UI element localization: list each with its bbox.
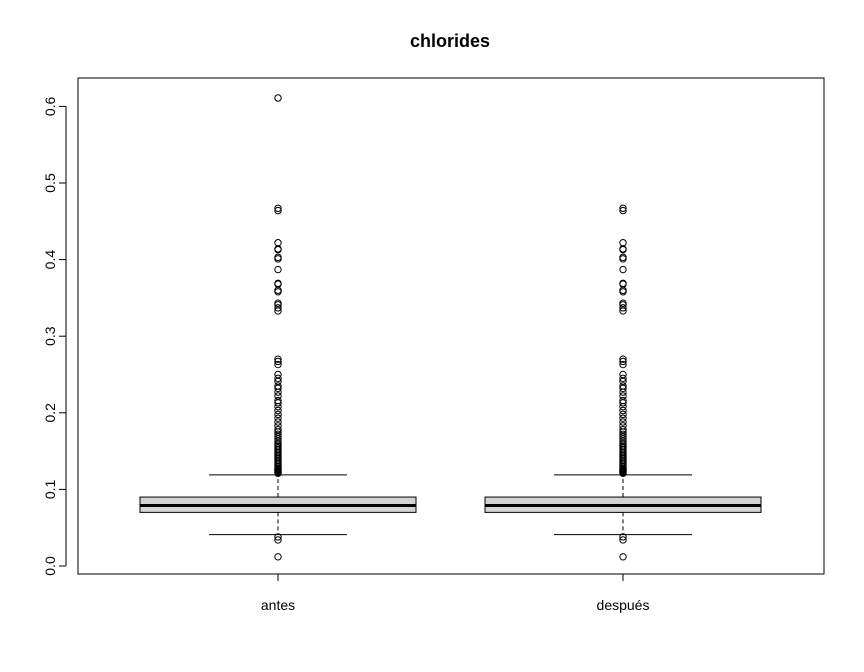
y-tick-label: 0.0 — [42, 556, 58, 576]
outlier-point — [619, 533, 627, 541]
outlier-point — [274, 422, 282, 430]
outlier-point — [274, 382, 282, 390]
outlier-point — [619, 374, 627, 383]
outlier-point — [274, 239, 282, 247]
outlier-point — [274, 430, 282, 438]
outlier-point — [619, 425, 627, 434]
outlier-point — [619, 414, 627, 422]
outlier-point — [274, 357, 282, 366]
outlier-point — [274, 304, 282, 312]
outlier-point — [619, 536, 627, 544]
boxes-group — [139, 94, 762, 561]
box-antes — [139, 94, 417, 561]
outlier-point — [274, 355, 282, 363]
outlier-point — [274, 392, 282, 400]
outlier-point — [274, 299, 282, 307]
y-tick-label: 0.1 — [42, 479, 58, 499]
outlier-point — [619, 204, 627, 212]
outlier-point — [619, 430, 627, 438]
outlier-point — [619, 253, 627, 262]
outlier-point — [274, 279, 282, 288]
box-después — [484, 204, 762, 561]
outlier-point — [619, 304, 627, 312]
outlier-point — [274, 253, 282, 262]
outlier-point — [274, 553, 282, 561]
outlier-point — [619, 370, 627, 379]
outlier-point — [274, 533, 282, 541]
x-tick-label: después — [597, 597, 650, 613]
y-tick-label: 0.2 — [42, 403, 58, 423]
outlier-point — [619, 422, 627, 430]
outlier-point — [619, 357, 627, 366]
outlier-point — [274, 204, 282, 212]
outlier-point — [274, 370, 282, 379]
x-tick-label: antes — [261, 597, 295, 613]
outlier-point — [274, 94, 282, 102]
chart-title: chlorides — [410, 31, 490, 51]
outlier-point — [619, 360, 627, 369]
y-tick-label: 0.5 — [42, 173, 58, 193]
outlier-point — [274, 410, 282, 419]
y-axis: 0.0 0.1 0.2 0.3 0.4 0.5 0.6 — [42, 96, 67, 576]
outlier-point — [619, 239, 627, 247]
outlier-point — [619, 396, 627, 405]
outlier-point — [274, 418, 282, 426]
outlier-point — [274, 396, 282, 405]
x-axis: antes después — [261, 573, 650, 613]
outlier-point — [619, 279, 627, 288]
outlier-point — [274, 406, 282, 415]
outlier-point — [274, 414, 282, 422]
outlier-point — [619, 299, 627, 307]
outlier-point — [619, 553, 627, 561]
outlier-point — [619, 206, 627, 215]
outlier-point — [619, 406, 627, 415]
outlier-point — [274, 360, 282, 369]
outlier-point — [274, 265, 282, 274]
outlier-point — [274, 374, 282, 383]
outlier-point — [274, 536, 282, 544]
outlier-point — [619, 382, 627, 390]
outlier-point — [619, 265, 627, 274]
outlier-point — [274, 425, 282, 434]
outlier-point — [619, 410, 627, 419]
y-tick-label: 0.4 — [42, 250, 58, 270]
outlier-point — [619, 355, 627, 363]
outlier-point — [274, 206, 282, 215]
y-tick-label: 0.6 — [42, 96, 58, 116]
outlier-point — [619, 418, 627, 426]
outlier-point — [619, 392, 627, 400]
y-tick-label: 0.3 — [42, 326, 58, 346]
